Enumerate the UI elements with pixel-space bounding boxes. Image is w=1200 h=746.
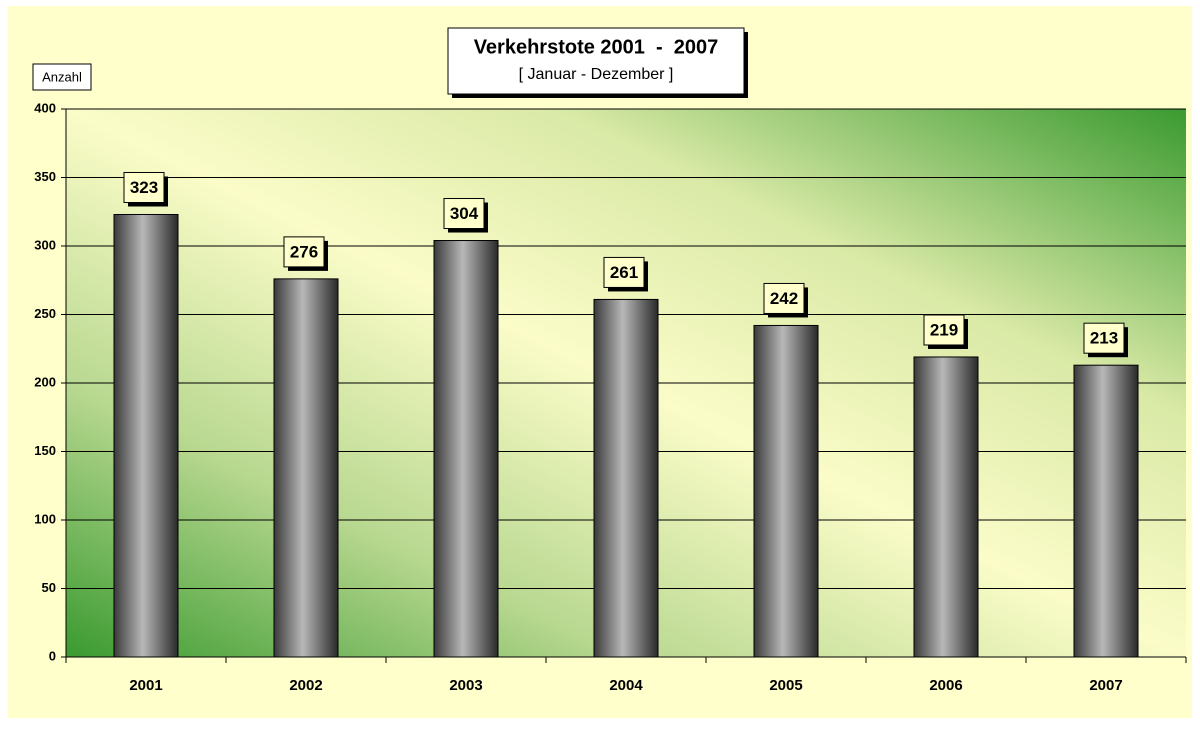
data-label: 219 (930, 320, 958, 339)
x-tick-label: 2001 (129, 677, 162, 694)
y-tick-label: 50 (42, 580, 56, 595)
y-tick-label: 400 (34, 100, 56, 115)
y-tick-label: 200 (34, 374, 56, 389)
data-label: 276 (290, 242, 318, 261)
data-label: 323 (130, 178, 158, 197)
y-axis-label: Anzahl (42, 69, 82, 84)
y-tick-label: 100 (34, 511, 56, 526)
bar (433, 240, 499, 658)
x-tick-label: 2002 (289, 677, 322, 694)
data-label-box (123, 171, 165, 203)
data-label-box (763, 282, 805, 314)
x-tick-label: 2007 (1089, 677, 1122, 694)
x-tick-label: 2003 (449, 677, 482, 694)
bar (753, 324, 819, 658)
chart-title: Verkehrstote 2001 - 2007 (474, 36, 719, 58)
y-tick-label: 350 (34, 169, 56, 184)
data-label-box (1083, 322, 1125, 354)
data-label: 304 (450, 204, 479, 223)
data-label: 242 (770, 289, 798, 308)
x-tick-label: 2006 (929, 677, 962, 694)
y-tick-label: 250 (34, 306, 56, 321)
x-tick-label: 2004 (609, 677, 643, 694)
data-label: 261 (610, 263, 638, 282)
data-label-box (443, 198, 485, 230)
title-box (447, 27, 745, 95)
x-tick-label: 2005 (769, 677, 802, 694)
y-label-box (32, 63, 92, 91)
y-tick-label: 150 (34, 443, 56, 458)
data-label-box (283, 236, 325, 268)
bar (913, 356, 979, 658)
y-tick-label: 300 (34, 237, 56, 252)
data-label-box (603, 256, 645, 288)
bar (113, 213, 179, 658)
bar (593, 298, 659, 658)
data-label-box (923, 314, 965, 346)
data-label: 213 (1090, 329, 1118, 348)
chart-subtitle: [ Januar - Dezember ] (519, 66, 674, 83)
y-tick-label: 0 (49, 648, 56, 663)
bar (1073, 364, 1139, 658)
bar (273, 278, 339, 658)
